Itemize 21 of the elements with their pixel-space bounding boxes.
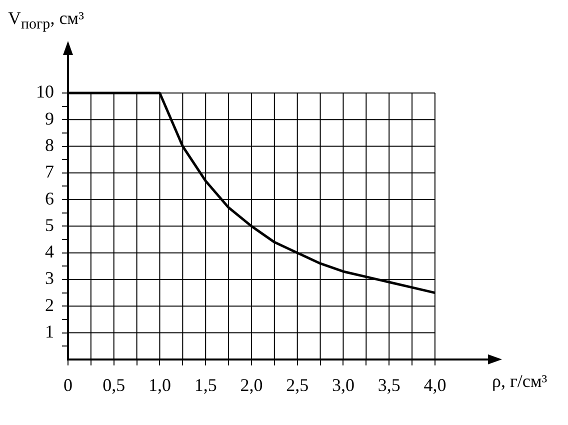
y-tick-label: 2 [45, 294, 54, 315]
x-tick-label: 0 [64, 374, 72, 395]
x-tick-label: 2,0 [240, 374, 263, 395]
x-tick-label: 3,0 [332, 374, 354, 395]
x-axis-title: ρ, г/см³ [492, 371, 548, 392]
y-tick-label: 5 [45, 214, 54, 235]
y-tick-label: 8 [45, 134, 54, 155]
x-tick-label: 3,5 [378, 374, 400, 395]
y-tick-label: 10 [36, 82, 54, 102]
y-tick-label: 1 [45, 321, 54, 342]
x-tick-label: 4,0 [424, 374, 446, 395]
y-tick-label: 7 [45, 162, 54, 182]
y-axis-title: V$_{погр}$, см³ [8, 8, 84, 34]
y-tick-label: 3 [45, 268, 54, 288]
y-tick-label: 6 [45, 188, 54, 208]
y-tick-label: 9 [45, 108, 54, 128]
x-tick-label: 2,5 [286, 374, 309, 395]
x-tick-label: 0,5 [102, 374, 126, 395]
y-tick-label: 4 [45, 242, 54, 262]
x-tick-label: 1,0 [148, 374, 171, 395]
x-tick-label: 1,5 [194, 374, 217, 395]
